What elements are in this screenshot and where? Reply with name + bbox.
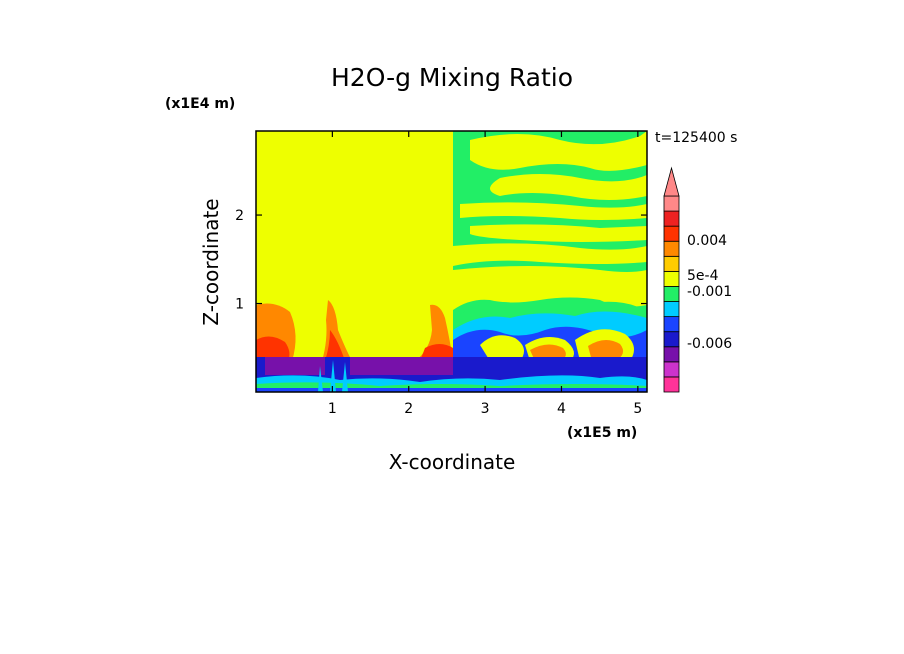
bottom-blue-deep bbox=[256, 388, 647, 392]
band-6 bbox=[453, 266, 647, 310]
bottom-purple-right bbox=[350, 357, 453, 375]
x-tick-label: 2 bbox=[404, 401, 413, 417]
bottom-purple-left bbox=[265, 357, 325, 375]
y-scale-label: (x1E4 m) bbox=[165, 96, 235, 112]
x-tick-label: 3 bbox=[481, 401, 490, 417]
y-axis-label: Z-coordinate bbox=[199, 198, 223, 325]
colorbar-swatch bbox=[663, 301, 680, 318]
plume-mid-red bbox=[325, 330, 345, 361]
colorbar-label: -0.006 bbox=[687, 336, 732, 352]
y-tick-label: 2 bbox=[235, 208, 244, 224]
colorbar-swatch bbox=[663, 195, 680, 212]
band-1 bbox=[470, 131, 647, 171]
colorbar-swatch bbox=[663, 270, 680, 287]
plume-r1 bbox=[480, 335, 524, 361]
x-scale-label: (x1E5 m) bbox=[567, 425, 637, 441]
plume-right-red bbox=[420, 344, 453, 361]
colorbar-swatch bbox=[663, 331, 680, 348]
plume-left-red bbox=[256, 336, 290, 361]
y-tick-label: 1 bbox=[235, 297, 244, 313]
band-5 bbox=[453, 243, 647, 266]
x-tick-label: 1 bbox=[328, 401, 337, 417]
colorbar-extend-arrow bbox=[663, 166, 680, 197]
colorbar-swatch bbox=[663, 376, 680, 393]
band-3 bbox=[460, 202, 647, 220]
colorbar-label: -0.001 bbox=[687, 284, 732, 300]
plume-r5 bbox=[588, 339, 624, 361]
x-tick-label: 5 bbox=[633, 401, 642, 417]
colorbar-swatch bbox=[663, 361, 680, 378]
colorbar-swatch bbox=[663, 225, 680, 242]
colorbar-swatch bbox=[663, 255, 680, 272]
colorbar-label: 5e-4 bbox=[687, 268, 719, 284]
x-axis-label: X-coordinate bbox=[389, 450, 516, 474]
colorbar-swatch bbox=[663, 240, 680, 257]
x-tick-label: 4 bbox=[557, 401, 566, 417]
colorbar-labels: 0.004 5e-4-0.001 -0.006 bbox=[687, 233, 732, 352]
time-label: t=125400 s bbox=[655, 130, 737, 146]
plot-frame bbox=[255, 130, 648, 393]
colorbar-label: 0.004 bbox=[687, 233, 727, 249]
heatmap-field bbox=[256, 131, 647, 392]
band-4 bbox=[470, 224, 647, 242]
colorbar-swatch bbox=[663, 316, 680, 333]
band-2 bbox=[490, 174, 647, 200]
colorbar-swatch bbox=[663, 346, 680, 363]
chart-title: H2O-g Mixing Ratio bbox=[331, 63, 573, 92]
plume-r3 bbox=[530, 344, 566, 361]
y-ticks: 12 bbox=[235, 208, 647, 313]
colorbar-swatch bbox=[663, 286, 680, 302]
colorbar bbox=[663, 166, 680, 393]
x-ticks: 1 2 3 4 5 bbox=[328, 131, 642, 417]
colorbar-swatch bbox=[663, 210, 680, 227]
bottom-spikes bbox=[318, 360, 348, 392]
